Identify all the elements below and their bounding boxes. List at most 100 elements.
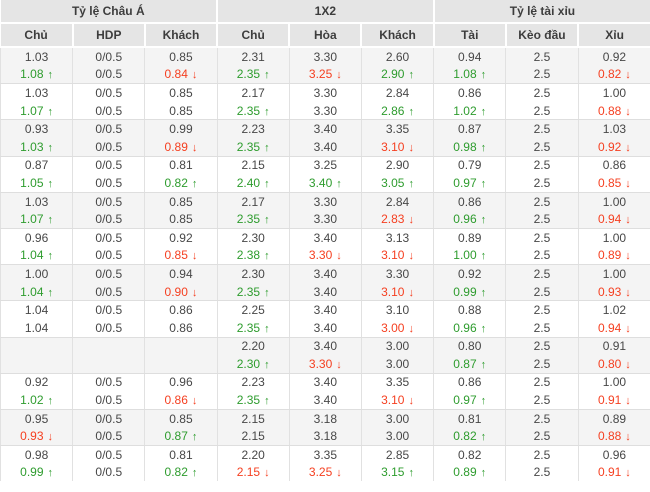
odds-value: 3.40 (313, 393, 338, 408)
odds-value: 0.94 (597, 320, 622, 335)
odds-value: 2.35 (236, 103, 261, 118)
arrow-up-icon: ↑ (264, 214, 270, 227)
odds-row-live: 1.04 ↑ 0/0.5 0.90 ↓ 2.35 ↑ 3.40 3.10 ↓ 0.99 ↑ 2.5 0.9… (0, 282, 650, 302)
odds-value: 2.35 (236, 139, 261, 154)
odds-value: 0.96 (24, 230, 49, 245)
odds-value: 3.30 (313, 194, 338, 209)
odds-value: 3.40 (313, 375, 338, 390)
odds-cell: 2.5 (505, 318, 579, 338)
odds-cell: 2.5 (505, 137, 579, 157)
odds-value: 1.00 (602, 85, 627, 100)
column-header-ou-under: Xỉu (578, 23, 650, 48)
odds-row-open: 1.00 0/0.5 0.94 2.30 3.40 3.30 0.92 2.5 1.00 (0, 264, 650, 283)
odds-value: 0/0.5 (95, 230, 123, 245)
odds-row-live: 1.07 ↑ 0/0.5 0.85 2.35 ↑ 3.30 2.86 ↑ 1.02 ↑ 2.5 0.88… (0, 101, 650, 121)
odds-cell: 2.20 (217, 445, 290, 464)
odds-value: 2.60 (385, 49, 410, 64)
odds-value: 1.08 (453, 67, 477, 82)
odds-value: 0.92 (458, 266, 482, 281)
odds-value: 0/0.5 (95, 465, 123, 480)
odds-cell: 0.88 ↓ (578, 101, 650, 121)
odds-value: 2.5 (533, 284, 551, 299)
odds-value: 1.00 (24, 266, 49, 281)
odds-cell: 3.30 (289, 192, 362, 211)
odds-cell: 1.00 (578, 84, 650, 102)
odds-cell: 1.05 ↑ (0, 174, 74, 193)
odds-cell: 2.5 (505, 445, 579, 464)
odds-cell: 2.5 (505, 355, 579, 374)
odds-cell: 0.95 (0, 409, 74, 428)
odds-cell: 0.80 (433, 337, 507, 356)
odds-value: 1.07 (20, 212, 44, 227)
odds-row-open: 0.92 0/0.5 0.96 2.23 3.40 3.35 0.86 2.5 1.00 (0, 373, 650, 392)
odds-value: 0.98 (453, 139, 477, 154)
arrow-down-icon: ↓ (336, 250, 342, 263)
column-header-1x2-draw: Hòa (289, 23, 363, 48)
odds-cell: 3.40 (289, 282, 362, 302)
odds-cell: 2.5 (505, 228, 579, 247)
odds-row-live: 1.04 0/0.5 0.86 2.35 ↑ 3.40 3.00 ↓ 0.96 ↑ 2.5 0.94 ↓ (0, 318, 650, 338)
odds-cell: 0.87 (433, 119, 507, 138)
odds-cell: 0/0.5 (72, 156, 146, 175)
odds-value: 2.40 (236, 175, 261, 190)
odds-value: 0.86 (164, 393, 188, 408)
odds-cell (72, 337, 146, 356)
column-header-ou-line: Kèo đầu (505, 23, 580, 48)
odds-value: 0.81 (169, 158, 193, 173)
odds-cell: 1.08 ↑ (0, 65, 74, 85)
odds-row-live: 1.05 ↑ 0/0.5 0.82 ↑ 2.40 ↑ 3.40 ↑ 3.05 ↑ 0.97 ↑ 2.5 0.… (0, 174, 650, 193)
arrow-down-icon: ↓ (191, 141, 198, 154)
arrow-up-icon: ↑ (191, 177, 198, 190)
odds-value: 2.5 (533, 375, 551, 390)
odds-cell: 0.85 (144, 83, 218, 102)
odds-cell: 0.86 ↓ (144, 391, 218, 410)
odds-cell (72, 355, 146, 374)
odds-value: 0/0.5 (95, 49, 123, 64)
odds-value: 3.05 (381, 175, 405, 190)
odds-value: 0.87 (453, 356, 477, 371)
odds-cell: 1.08 ↑ (433, 65, 507, 85)
odds-cell: 0.92 (144, 228, 218, 247)
odds-row-open: 0.98 0/0.5 0.81 2.20 3.35 2.85 0.82 2.5 0.96 (0, 445, 650, 464)
odds-cell: 1.02 ↑ (433, 101, 507, 121)
odds-value: 2.30 (241, 266, 265, 281)
odds-value: 3.40 (313, 339, 338, 354)
odds-cell: 3.40 (289, 228, 362, 247)
odds-value: 0.92 (602, 49, 627, 64)
odds-value: 0.81 (169, 447, 193, 462)
odds-value: 2.5 (533, 447, 551, 462)
odds-cell: 0/0.5 (72, 427, 146, 447)
odds-value: 2.5 (533, 212, 551, 227)
arrow-down-icon: ↓ (408, 322, 414, 335)
odds-cell: 1.03 (0, 47, 74, 66)
odds-value: 0/0.5 (95, 194, 123, 209)
odds-value: 3.30 (313, 103, 338, 118)
odds-value: 2.35 (236, 67, 261, 82)
odds-value: 3.25 (308, 67, 333, 82)
odds-value: 0.96 (453, 212, 477, 227)
odds-cell: 2.17 (217, 83, 290, 102)
arrow-up-icon: ↑ (480, 431, 487, 444)
odds-cell: 0.96 ↑ (433, 210, 507, 229)
odds-cell: 2.84 (361, 83, 435, 102)
odds-value: 0/0.5 (95, 284, 123, 299)
odds-row-open: 1.03 0/0.5 0.85 2.17 3.30 2.84 0.86 2.5 1.00 (0, 192, 650, 211)
odds-cell: 3.05 ↑ (361, 174, 435, 193)
odds-cell: 1.03 (0, 83, 74, 102)
odds-cell: 0.85 (144, 210, 218, 229)
odds-cell: 0/0.5 (72, 318, 146, 338)
arrow-down-icon: ↓ (336, 467, 342, 480)
odds-cell: 0.94 ↓ (578, 210, 650, 229)
odds-value: 0.90 (164, 284, 188, 299)
odds-value: 0.87 (458, 122, 482, 137)
odds-row-live: 1.03 ↑ 0/0.5 0.89 ↓ 2.35 ↑ 3.40 3.10 ↓ 0.98 ↑ 2.5 0.9… (0, 137, 650, 157)
odds-value: 3.10 (381, 393, 405, 408)
odds-cell: 2.35 ↑ (217, 210, 290, 229)
arrow-up-icon: ↑ (264, 69, 270, 82)
odds-value: 2.25 (241, 303, 265, 318)
odds-value: 2.84 (385, 85, 410, 100)
odds-value: 0.96 (602, 447, 627, 462)
arrow-up-icon: ↑ (480, 214, 487, 227)
column-header-ah-away: Khách (144, 23, 219, 48)
odds-cell: 3.13 (361, 228, 435, 247)
